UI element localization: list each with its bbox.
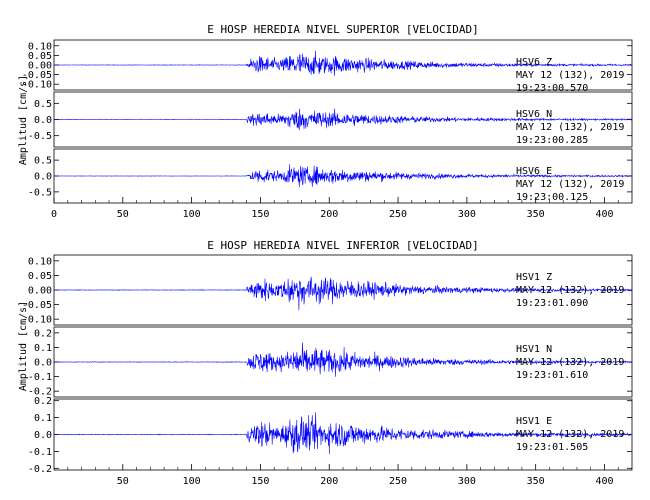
y-tick-label: 0.2	[34, 396, 52, 407]
waveform-trace	[53, 276, 633, 311]
trace-panel-HSV6-E: 0.5 0.0 -0.5 HSV6 E MAY 12 (132), 2019 19:23:…	[28, 148, 633, 204]
event-time-label: 19:23:00.570	[516, 83, 588, 94]
event-date-label: MAY 12 (132), 2019	[516, 357, 624, 368]
y-tick-label: 0.05	[28, 271, 52, 282]
y-tick-label: 0.00	[28, 286, 52, 297]
figure-2: E HOSP HEREDIA NIVEL INFERIOR [VELOCIDAD…	[18, 239, 633, 487]
y-tick-label: 0.00	[28, 61, 52, 72]
event-time-label: 19:23:00.125	[516, 192, 588, 203]
trace-panel-HSV6-N: 0.5 0.0 -0.5 HSV6 N MAY 12 (132), 2019 19:23:…	[28, 91, 633, 148]
x-tick-label: 100	[183, 476, 201, 487]
event-date-label: MAY 12 (132), 2019	[516, 179, 624, 190]
y-tick-label: 0.05	[28, 51, 52, 62]
x-tick-label: 100	[183, 209, 201, 220]
y-axis-label: Amplitud [cm/s]	[18, 301, 29, 391]
x-tick-label: 50	[117, 209, 129, 220]
station-component-label: HSV1 N	[516, 344, 552, 355]
x-tick-label: 300	[458, 476, 476, 487]
waveform-trace	[53, 412, 633, 455]
station-component-label: HSV6 N	[516, 109, 552, 120]
y-tick-label: -0.05	[22, 300, 52, 311]
y-axis-label: Amplitud [cm/s]	[18, 75, 29, 165]
trace-panel-HSV1-N: 0.2 0.1 0.0 -0.1 -0.2 HSV1 N MAY 12 (132), 201…	[28, 326, 633, 398]
y-tick-label: 0.0	[34, 430, 52, 441]
figure-1: E HOSP HEREDIA NIVEL SUPERIOR [VELOCIDAD…	[18, 23, 633, 220]
event-date-label: MAY 12 (132), 2019	[516, 122, 624, 133]
y-tick-label: 0.10	[28, 41, 52, 52]
x-tick-label: 150	[251, 209, 269, 220]
y-tick-label: -0.5	[28, 187, 52, 198]
event-time-label: 19:23:01.090	[516, 298, 588, 309]
event-date-label: MAY 12 (132), 2019	[516, 285, 624, 296]
y-tick-label: 0.5	[34, 156, 52, 167]
waveform-trace	[53, 164, 633, 188]
chart-title: E HOSP HEREDIA NIVEL SUPERIOR [VELOCIDAD…	[207, 23, 479, 36]
x-tick-label: 400	[595, 209, 613, 220]
x-tick-label: 400	[595, 476, 613, 487]
y-tick-label: 0.5	[34, 99, 52, 110]
y-tick-label: -0.2	[28, 387, 52, 398]
event-date-label: MAY 12 (132), 2019	[516, 429, 624, 440]
y-tick-label: 0.0	[34, 358, 52, 369]
y-tick-label: -0.10	[22, 315, 52, 326]
y-tick-label: 0.2	[34, 328, 52, 339]
x-tick-label: 300	[458, 209, 476, 220]
y-tick-label: -0.2	[28, 464, 52, 475]
x-tick-label: 350	[527, 209, 545, 220]
x-tick-label: 250	[389, 209, 407, 220]
trace-panel-HSV1-E: 0.2 0.1 0.0 -0.1 -0.2 HSV1 E MAY 12 (132), 201…	[28, 396, 633, 475]
waveform-trace	[53, 108, 633, 131]
event-time-label: 19:23:01.610	[516, 370, 588, 381]
event-time-label: 19:23:01.505	[516, 442, 588, 453]
waveform-trace	[53, 342, 633, 377]
chart-title: E HOSP HEREDIA NIVEL INFERIOR [VELOCIDAD…	[207, 239, 479, 252]
y-tick-label: 0.0	[34, 115, 52, 126]
x-tick-label: 200	[320, 476, 338, 487]
station-component-label: HSV6 Z	[516, 57, 552, 68]
y-tick-label: -0.1	[28, 447, 52, 458]
x-tick-label: 350	[527, 476, 545, 487]
trace-panel-HSV6-Z: 0.100.050.00-0.05-0.10 HSV6 Z MAY 12 (132)…	[22, 39, 633, 94]
station-component-label: HSV1 Z	[516, 272, 552, 283]
x-tick-label: 150	[251, 476, 269, 487]
y-tick-label: -0.10	[22, 80, 52, 91]
x-tick-label: 0	[51, 209, 57, 220]
station-component-label: HSV1 E	[516, 416, 552, 427]
station-component-label: HSV6 E	[516, 166, 552, 177]
x-tick-label: 50	[117, 476, 129, 487]
event-date-label: MAY 12 (132), 2019	[516, 70, 624, 81]
y-tick-label: 0.0	[34, 172, 52, 183]
event-time-label: 19:23:00.285	[516, 135, 588, 146]
y-tick-label: 0.1	[34, 413, 52, 424]
y-tick-label: -0.05	[22, 70, 52, 81]
x-tick-label: 250	[389, 476, 407, 487]
y-tick-label: -0.5	[28, 131, 52, 142]
y-tick-label: 0.1	[34, 343, 52, 354]
y-tick-label: 0.10	[28, 256, 52, 267]
y-tick-label: -0.1	[28, 372, 52, 383]
x-tick-label: 200	[320, 209, 338, 220]
waveform-trace	[54, 50, 633, 76]
trace-panel-HSV1-Z: 0.10 0.05 0.00 -0.05 -0.10 HSV1 Z MAY 12 (132)…	[22, 254, 633, 326]
